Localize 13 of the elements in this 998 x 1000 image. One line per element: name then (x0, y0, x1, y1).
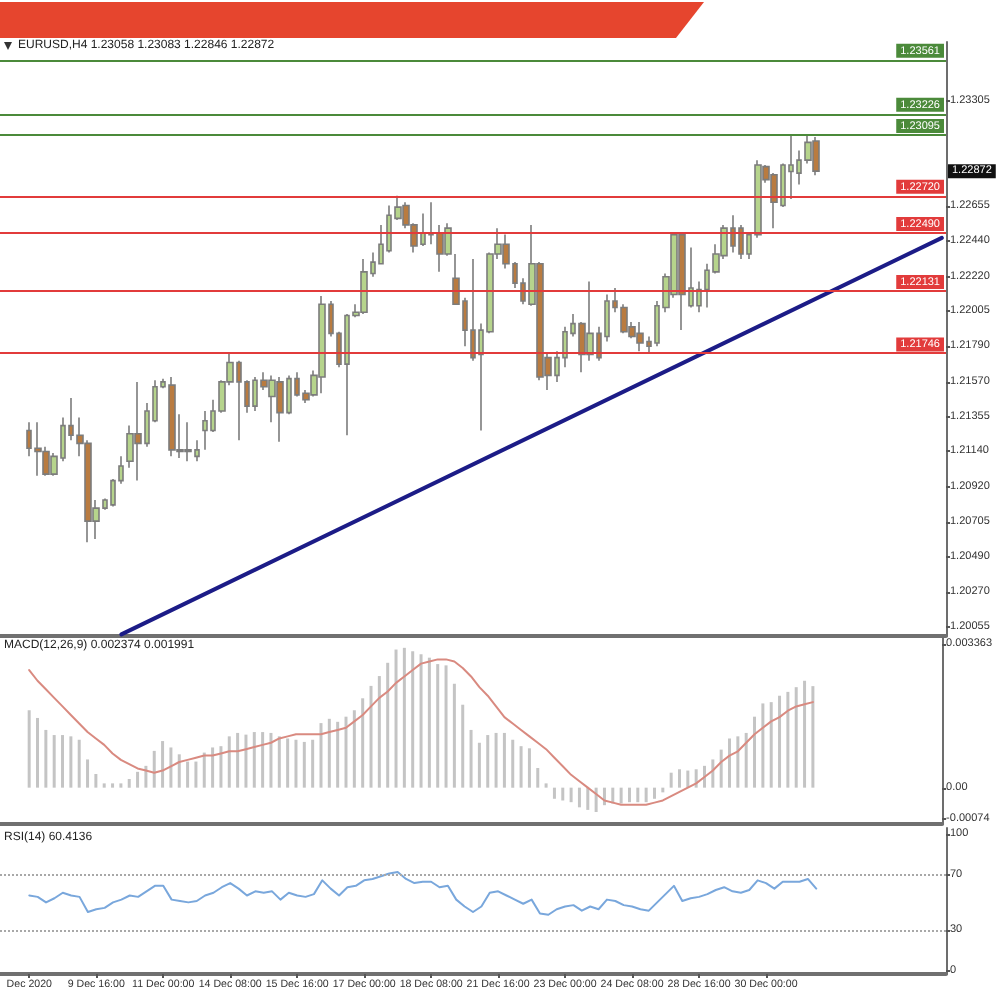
candlestick (812, 136, 820, 177)
candlestick (360, 258, 368, 315)
candlestick (678, 232, 686, 331)
candlestick (134, 381, 142, 482)
line-series (28, 871, 818, 916)
candlestick (168, 376, 176, 458)
candlestick (276, 376, 284, 443)
line-series (28, 658, 814, 806)
candlestick (636, 321, 644, 352)
candlestick (788, 135, 794, 200)
candlestick (184, 421, 192, 462)
candlestick (34, 421, 42, 477)
candlestick (318, 295, 326, 395)
